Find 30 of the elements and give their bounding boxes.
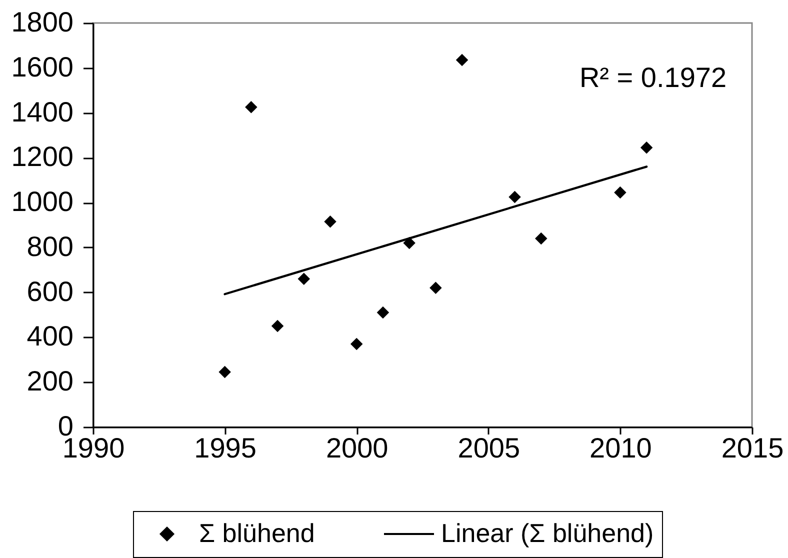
point (298, 272, 310, 285)
x-tick-label: 2005 (458, 432, 520, 464)
x-tick-label: 2015 (721, 432, 784, 464)
y-tick-label: 800 (26, 230, 74, 262)
point (456, 54, 468, 66)
x-tick-label: 2010 (590, 432, 652, 464)
x-tick-label: 2000 (326, 432, 388, 464)
point (508, 190, 521, 204)
annotation: R² = 0.1972 (579, 62, 727, 93)
x-tick-label: 1995 (194, 432, 256, 464)
y-tick-label: 600 (26, 276, 74, 307)
point (271, 320, 284, 332)
y-tick-label: 1400 (11, 96, 74, 128)
y-tick-label: 1000 (11, 186, 74, 218)
point (430, 282, 442, 294)
legend-label: Linear (Σ blühend) (441, 518, 654, 548)
point (245, 101, 258, 114)
point (376, 306, 390, 319)
y-tick-label: 1800 (11, 6, 74, 38)
y-tick-label: 1600 (11, 51, 74, 82)
y-tick-label: 200 (26, 366, 74, 397)
point (324, 216, 336, 228)
point (218, 366, 231, 378)
legend-label: Σ blühend (199, 518, 315, 548)
point (350, 338, 363, 350)
point (640, 141, 653, 154)
y-tick-label: 1200 (11, 141, 74, 172)
point (614, 186, 626, 199)
y-tick-label: 400 (26, 320, 74, 352)
point (534, 232, 548, 245)
